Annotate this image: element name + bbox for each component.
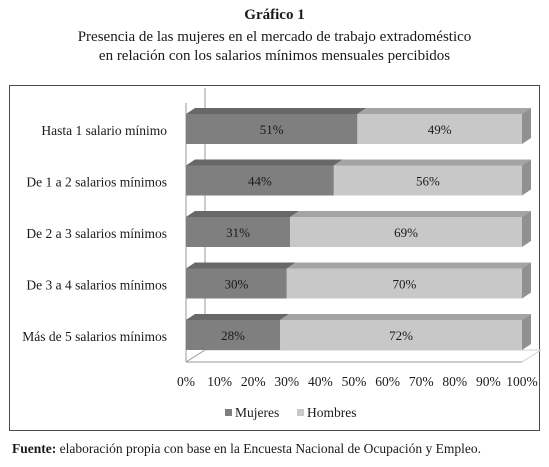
- chart-label: Gráfico 1: [244, 7, 305, 23]
- source-text: elaboración propia con base en la Encues…: [56, 441, 481, 456]
- data-label-mujeres-3: 30%: [224, 277, 248, 292]
- bar-hombres-3: [286, 268, 522, 299]
- bar-side-4: [522, 314, 531, 350]
- legend-swatch-hombres: [297, 409, 304, 416]
- bar-mujeres-1: [186, 165, 334, 196]
- bar-top-mujeres-4: [186, 314, 290, 320]
- chart-title-line-2: en relación con los salarios mínimos men…: [98, 48, 451, 64]
- bar-top-hombres-1: [333, 159, 531, 166]
- bar-mujeres-3: [186, 268, 287, 299]
- bar-top-hombres-0: [357, 108, 531, 114]
- bar-hombres-4: [280, 320, 522, 350]
- x-tick-label-10: 100%: [506, 374, 538, 389]
- bar-hombres-2: [290, 217, 522, 247]
- legend-swatch-mujeres: [225, 409, 232, 416]
- category-label-2: De 2 a 3 salarios mínimos: [26, 226, 167, 241]
- data-label-mujeres-4: 28%: [221, 328, 245, 343]
- x-tick-label-6: 60%: [375, 374, 400, 389]
- data-label-hombres-2: 69%: [394, 225, 418, 240]
- category-label-3: De 3 a 4 salarios mínimos: [26, 278, 167, 293]
- source-label: Fuente:: [12, 441, 57, 456]
- data-label-hombres-3: 70%: [392, 277, 416, 292]
- bar-top-hombres-3: [286, 262, 531, 269]
- chart-frame: [9, 85, 540, 431]
- bar-top-mujeres-1: [186, 159, 343, 166]
- x-tick-label-2: 20%: [241, 374, 266, 389]
- x-tick-label-3: 30%: [274, 374, 299, 389]
- x-tick-label-0: 0%: [177, 374, 195, 389]
- category-label-4: Más de 5 salarios mínimos: [22, 329, 167, 344]
- bar-top-mujeres-3: [186, 262, 296, 269]
- chart-title-line-1: Presencia de las mujeres en el mercado d…: [77, 29, 472, 45]
- bar-mujeres-2: [186, 217, 291, 247]
- data-label-hombres-0: 49%: [428, 122, 452, 137]
- bar-side-0: [522, 108, 531, 144]
- x-tick-label-5: 50%: [342, 374, 367, 389]
- data-label-mujeres-0: 51%: [260, 122, 284, 137]
- legend-label-mujeres: Mujeres: [235, 405, 279, 420]
- x-tick-label-7: 70%: [409, 374, 434, 389]
- bar-side-2: [522, 211, 531, 247]
- floor-right-edge: [521, 349, 542, 363]
- source-note: Fuente: elaboración propia con base en l…: [12, 441, 481, 457]
- x-tick-label-1: 10%: [207, 374, 232, 389]
- bar-top-hombres-2: [290, 211, 531, 217]
- bar-side-3: [522, 262, 531, 299]
- x-tick-label-8: 80%: [442, 374, 467, 389]
- bar-hombres-1: [333, 165, 522, 196]
- data-label-mujeres-2: 31%: [226, 225, 250, 240]
- data-label-mujeres-1: 44%: [248, 174, 272, 189]
- bar-mujeres-4: [186, 320, 281, 350]
- x-tick-label-9: 90%: [476, 374, 501, 389]
- data-label-hombres-4: 72%: [389, 328, 413, 343]
- bar-hombres-0: [357, 114, 522, 144]
- data-label-hombres-1: 56%: [416, 174, 440, 189]
- bar-top-hombres-4: [280, 314, 531, 320]
- bar-mujeres-0: [186, 114, 358, 144]
- x-tick-label-4: 40%: [308, 374, 333, 389]
- bar-top-mujeres-0: [186, 108, 367, 114]
- category-label-0: Hasta 1 salario mínimo: [41, 123, 167, 138]
- bar-top-mujeres-2: [186, 211, 300, 217]
- category-label-1: De 1 a 2 salarios mínimos: [26, 175, 167, 190]
- legend-label-hombres: Hombres: [307, 405, 357, 420]
- bar-side-1: [522, 159, 531, 196]
